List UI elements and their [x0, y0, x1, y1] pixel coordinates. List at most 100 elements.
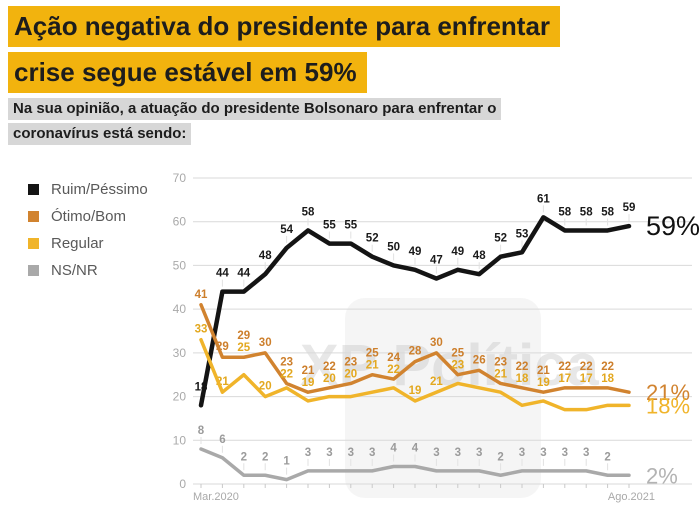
data-label: 58 [302, 206, 315, 218]
data-label: 20 [344, 368, 357, 380]
data-label: 25 [366, 348, 379, 360]
data-label: 48 [259, 250, 272, 262]
data-label: 22 [516, 361, 529, 373]
data-label: 23 [451, 360, 464, 372]
data-label: 18 [516, 373, 529, 385]
data-label: 2 [497, 451, 503, 463]
data-label: 22 [580, 361, 593, 373]
legend-swatch-icon [28, 184, 39, 195]
data-label: 1 [283, 456, 290, 468]
data-label: 58 [601, 206, 614, 218]
y-tick-label: 30 [173, 346, 187, 360]
data-label: 22 [280, 368, 293, 380]
title-line-1: Ação negativa do presidente para enfrent… [8, 6, 561, 47]
data-label: 54 [280, 224, 293, 236]
data-label: 18 [601, 373, 614, 385]
data-label: 58 [558, 206, 571, 218]
data-label: 22 [387, 364, 400, 376]
data-label: 25 [451, 348, 464, 360]
subtitle-line-2: coronavírus está sendo: [8, 123, 192, 145]
data-label: 30 [259, 337, 272, 349]
chart-question: Na sua opinião, a atuação do presidente … [8, 98, 502, 148]
data-label: 44 [216, 268, 229, 280]
y-tick-label: 60 [173, 215, 187, 229]
series-end-label: 59% [646, 211, 700, 241]
data-label: 59 [623, 202, 636, 214]
y-tick-label: 40 [173, 302, 187, 316]
title-line-2: crise segue estável em 59% [8, 52, 367, 93]
data-label: 49 [409, 246, 422, 258]
y-tick-label: 0 [179, 477, 186, 491]
data-label: 3 [583, 447, 589, 459]
data-label: 3 [326, 447, 332, 459]
data-label: 58 [580, 206, 593, 218]
legend-swatch-icon [28, 265, 39, 276]
data-label: 17 [558, 373, 571, 385]
data-label: 22 [558, 361, 571, 373]
data-label: 19 [302, 377, 315, 389]
legend-item-4: NS/NR [28, 257, 148, 284]
data-label: 22 [601, 361, 614, 373]
data-label: 6 [219, 434, 225, 446]
data-label: 3 [562, 447, 568, 459]
legend-item-2: Ótimo/Bom [28, 203, 148, 230]
data-label: 3 [433, 447, 439, 459]
data-label: 26 [473, 354, 486, 366]
data-label: 4 [412, 443, 419, 455]
data-label: 48 [473, 250, 486, 262]
y-tick-label: 50 [173, 258, 187, 272]
data-label: 3 [519, 447, 525, 459]
data-label: 2 [241, 451, 247, 463]
data-label: 4 [390, 443, 397, 455]
data-label: 21 [430, 376, 443, 388]
y-tick-label: 70 [173, 171, 187, 185]
data-label: 23 [280, 356, 293, 368]
x-axis-start-label: Mar.2020 [193, 491, 239, 503]
legend-label: NS/NR [51, 262, 98, 279]
y-tick-label: 10 [173, 433, 187, 447]
data-label: 55 [344, 220, 357, 232]
subtitle-line-1: Na sua opinião, a atuação do presidente … [8, 98, 502, 120]
y-tick-label: 20 [173, 390, 187, 404]
series-line-1 [198, 215, 632, 408]
series-end-label: 21% [646, 380, 690, 405]
legend-label: Ótimo/Bom [51, 208, 127, 225]
data-label: 23 [494, 356, 507, 368]
data-label: 3 [476, 447, 482, 459]
data-label: 30 [430, 337, 443, 349]
legend-label: Ruim/Péssimo [51, 181, 148, 198]
data-label: 3 [305, 447, 311, 459]
legend-item-1: Ruim/Péssimo [28, 176, 148, 203]
line-chart: XP Política 0 10 20 30 40 50 60 70 18 44 44 48 54 58 55… [0, 163, 700, 521]
data-label: 3 [369, 447, 375, 459]
data-label: 3 [455, 447, 461, 459]
data-label: 19 [537, 377, 550, 389]
data-label: 20 [323, 373, 336, 385]
series-end-label: 2% [646, 463, 678, 488]
data-label: 61 [537, 193, 550, 205]
data-label: 29 [237, 330, 250, 342]
data-label: 49 [451, 246, 464, 258]
data-label: 52 [366, 233, 379, 245]
page-title: Ação negativa do presidente para enfrent… [8, 6, 561, 98]
data-label: 20 [259, 381, 272, 393]
data-label: 28 [409, 346, 422, 358]
data-label: 44 [237, 268, 250, 280]
chart-legend: Ruim/Péssimo Ótimo/Bom Regular NS/NR [28, 176, 148, 284]
data-label: 17 [580, 373, 593, 385]
data-label: 47 [430, 255, 443, 267]
data-label: 19 [409, 385, 422, 397]
legend-swatch-icon [28, 211, 39, 222]
data-label: 3 [348, 447, 354, 459]
data-label: 41 [195, 289, 208, 301]
series-line-4 [199, 447, 631, 482]
data-label: 2 [262, 451, 268, 463]
data-label: 2 [604, 451, 610, 463]
data-label: 21 [366, 360, 379, 372]
x-axis-end-label: Ago.2021 [608, 491, 655, 503]
data-label: 50 [387, 241, 400, 253]
data-label: 23 [344, 356, 357, 368]
data-label: 22 [323, 361, 336, 373]
data-label: 25 [237, 342, 250, 354]
